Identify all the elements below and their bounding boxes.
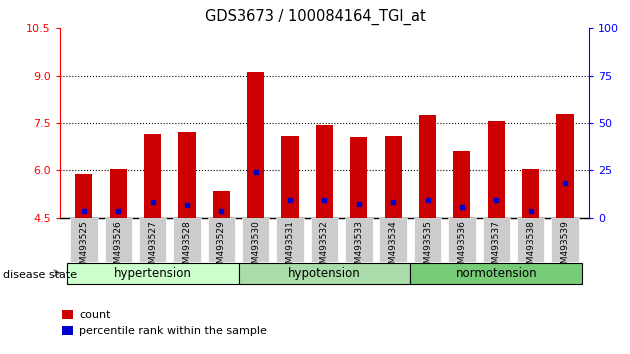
Bar — [144, 134, 161, 218]
Bar — [350, 137, 367, 218]
FancyBboxPatch shape — [517, 218, 544, 262]
Bar — [110, 169, 127, 218]
Text: GSM493532: GSM493532 — [320, 220, 329, 275]
Legend: count, percentile rank within the sample: count, percentile rank within the sample — [62, 310, 266, 336]
Text: GSM493527: GSM493527 — [148, 220, 157, 275]
Text: normotension: normotension — [455, 267, 537, 280]
Bar — [76, 173, 93, 218]
FancyBboxPatch shape — [242, 218, 270, 262]
FancyBboxPatch shape — [67, 263, 239, 284]
Text: GSM493533: GSM493533 — [354, 220, 364, 275]
Text: hypertension: hypertension — [113, 267, 192, 280]
Bar — [178, 132, 195, 218]
Text: GSM493538: GSM493538 — [526, 220, 535, 275]
Text: GSM493537: GSM493537 — [492, 220, 501, 275]
Text: GSM493528: GSM493528 — [183, 220, 192, 275]
Bar — [316, 125, 333, 218]
Bar — [282, 136, 299, 218]
Text: GSM493535: GSM493535 — [423, 220, 432, 275]
FancyBboxPatch shape — [483, 218, 510, 262]
Bar — [556, 114, 573, 218]
FancyBboxPatch shape — [345, 218, 372, 262]
FancyBboxPatch shape — [277, 218, 304, 262]
Text: GSM493525: GSM493525 — [79, 220, 88, 275]
Text: GDS3673 / 100084164_TGI_at: GDS3673 / 100084164_TGI_at — [205, 9, 425, 25]
FancyBboxPatch shape — [139, 218, 166, 262]
Text: GSM493536: GSM493536 — [457, 220, 466, 275]
FancyBboxPatch shape — [410, 263, 582, 284]
FancyBboxPatch shape — [379, 218, 407, 262]
Text: GSM493534: GSM493534 — [389, 220, 398, 275]
Bar — [522, 169, 539, 218]
Text: GSM493531: GSM493531 — [285, 220, 295, 275]
Bar — [384, 136, 402, 218]
Text: GSM493526: GSM493526 — [114, 220, 123, 275]
Bar — [454, 152, 471, 218]
Text: hypotension: hypotension — [288, 267, 361, 280]
FancyBboxPatch shape — [208, 218, 235, 262]
FancyBboxPatch shape — [105, 218, 132, 262]
Text: GSM493529: GSM493529 — [217, 220, 226, 275]
FancyBboxPatch shape — [311, 218, 338, 262]
FancyBboxPatch shape — [173, 218, 201, 262]
Bar — [213, 191, 230, 218]
Bar — [247, 72, 265, 218]
FancyBboxPatch shape — [239, 263, 410, 284]
Bar — [419, 115, 436, 218]
FancyBboxPatch shape — [448, 218, 476, 262]
Text: GSM493530: GSM493530 — [251, 220, 260, 275]
FancyBboxPatch shape — [551, 218, 579, 262]
Text: disease state: disease state — [3, 270, 77, 280]
FancyBboxPatch shape — [414, 218, 441, 262]
Bar — [488, 121, 505, 218]
FancyBboxPatch shape — [70, 218, 98, 262]
Text: GSM493539: GSM493539 — [561, 220, 570, 275]
